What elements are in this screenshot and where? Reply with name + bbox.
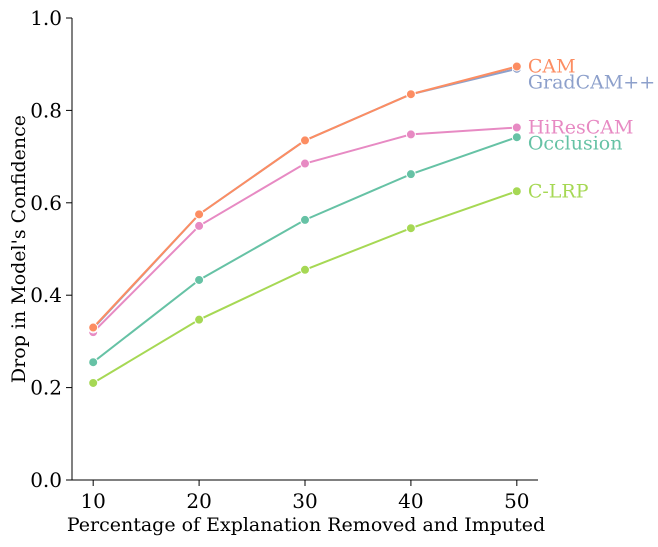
y-axis-title: Drop in Model's Confidence xyxy=(8,115,30,383)
x-tick-label: 10 xyxy=(80,489,105,513)
data-point-hirescam xyxy=(405,129,416,140)
y-tick-label: 0.8 xyxy=(30,98,62,122)
data-point-hirescam xyxy=(511,122,522,133)
data-point-cam xyxy=(88,322,99,333)
x-tick-label: 40 xyxy=(398,489,423,513)
series-label-hirescam: HiResCAM xyxy=(528,116,634,138)
y-tick-label: 0.2 xyxy=(30,376,62,400)
data-point-c-lrp xyxy=(300,264,310,275)
series-label-cam: CAM xyxy=(528,56,576,78)
series-cam xyxy=(88,61,522,333)
data-point-c-lrp xyxy=(194,314,205,325)
data-point-cam xyxy=(194,209,205,220)
data-point-c-lrp xyxy=(511,186,522,197)
data-point-occlusion xyxy=(511,132,522,143)
y-tick-label: 0.4 xyxy=(30,283,62,307)
data-point-occlusion xyxy=(88,357,99,368)
series-c-lrp xyxy=(88,186,522,388)
data-point-cam xyxy=(511,61,522,72)
x-tick-label: 50 xyxy=(504,489,529,513)
data-point-cam xyxy=(300,135,310,146)
series-line-hirescam xyxy=(92,126,517,333)
x-axis-title: Percentage of Explanation Removed and Im… xyxy=(67,514,545,536)
axes xyxy=(71,18,538,481)
series-label-occlusion: Occlusion xyxy=(528,132,623,154)
y-tick-label: 0.6 xyxy=(30,191,62,215)
y-tick-label: 1.0 xyxy=(30,6,62,30)
data-point-c-lrp xyxy=(405,223,416,234)
data-point-occlusion xyxy=(300,214,310,225)
data-point-c-lrp xyxy=(88,377,99,388)
series-label-gradcam: GradCAM++ xyxy=(528,72,655,94)
series-label-c-lrp: C-LRP xyxy=(528,180,589,202)
series-hirescam xyxy=(88,122,522,338)
series-gradcam xyxy=(88,63,522,334)
series-line-cam xyxy=(92,65,518,329)
data-point-cam xyxy=(405,89,416,100)
series-occlusion xyxy=(88,132,522,368)
data-point-occlusion xyxy=(194,274,205,285)
x-tick-label: 30 xyxy=(292,489,317,513)
x-tick-label: 20 xyxy=(186,489,211,513)
series-line-gradcam xyxy=(92,67,518,330)
data-point-hirescam xyxy=(300,158,310,169)
series-layer xyxy=(88,61,522,388)
y-tick-label: 0.0 xyxy=(30,468,62,492)
data-point-hirescam xyxy=(194,220,205,231)
data-point-occlusion xyxy=(405,169,416,180)
ticks: 10 20 30 40 50 0.0 0.2 0.4 0.6 0.8 1.0 xyxy=(30,6,529,513)
series-line-occlusion xyxy=(92,136,518,363)
